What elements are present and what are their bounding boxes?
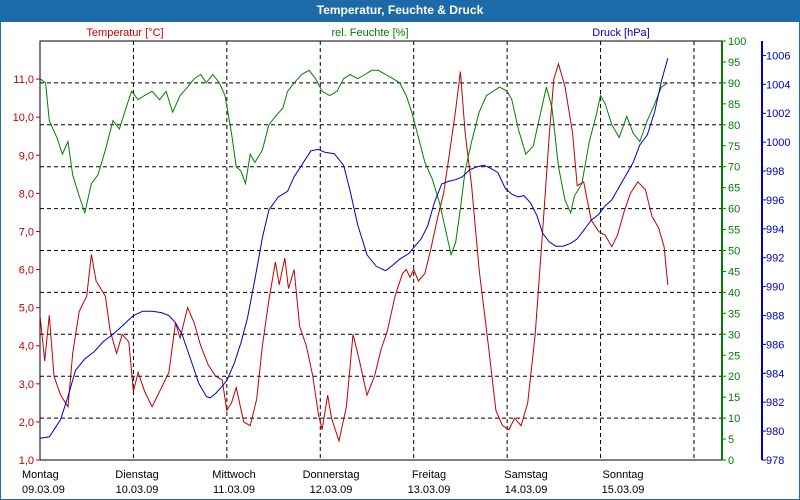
series-line-druck: [39, 58, 669, 439]
x-date-label: 10.03.09: [116, 484, 159, 496]
x-date-label: 15.03.09: [602, 484, 645, 496]
pressure-tick-label: 1002: [766, 108, 790, 120]
temperature-tick-label: 11,0: [13, 74, 34, 86]
humidity-tick-label: 85: [728, 99, 740, 111]
x-date-label: 11.03.09: [213, 484, 255, 496]
x-day-label: Sonntag: [603, 469, 644, 481]
pressure-tick-label: 980: [766, 426, 784, 438]
humidity-tick-label: 60: [728, 204, 740, 216]
pressure-tick-label: 982: [766, 397, 784, 409]
x-date-label: 12.03.09: [310, 484, 353, 496]
pressure-tick-label: 998: [766, 166, 784, 178]
x-day-label: Samstag: [504, 469, 547, 481]
plot-area: [39, 40, 723, 461]
humidity-tick-label: 80: [728, 120, 740, 132]
temperature-tick-label: 8,0: [19, 188, 34, 200]
pressure-tick-label: 994: [766, 224, 784, 236]
pressure-tick-label: 990: [766, 282, 784, 294]
humidity-tick-label: 50: [728, 246, 740, 258]
humidity-tick-label: 25: [728, 350, 740, 362]
temperature-tick-label: 9,0: [19, 150, 34, 162]
pressure-axis-label: Druck [hPa]: [592, 27, 649, 39]
pressure-tick-label: 1004: [766, 79, 790, 91]
temperature-tick-label: 4,0: [19, 341, 34, 353]
humidity-tick-label: 65: [728, 183, 740, 195]
humidity-tick-label: 15: [728, 392, 740, 404]
temperature-tick-label: 2,0: [19, 417, 34, 429]
pressure-tick-label: 996: [766, 195, 784, 207]
pressure-tick-label: 986: [766, 339, 784, 351]
pressure-tick-label: 984: [766, 368, 784, 380]
x-day-label: Mittwoch: [212, 469, 255, 481]
pressure-tick-label: 1006: [766, 50, 790, 62]
window-title: Temperatur, Feuchte & Druck: [0, 0, 800, 21]
temperature-tick-label: 10,0: [13, 112, 34, 124]
humidity-tick-label: 20: [728, 371, 740, 383]
x-day-label: Freitag: [412, 469, 446, 481]
humidity-tick-label: 95: [728, 57, 740, 69]
humidity-tick-label: 100: [728, 36, 746, 48]
humidity-tick-label: 90: [728, 78, 740, 90]
x-date-label: 14.03.09: [505, 484, 548, 496]
x-day-label: Donnerstag: [303, 469, 360, 481]
pressure-tick-label: 1000: [766, 137, 790, 149]
pressure-tick-label: 978: [766, 455, 784, 467]
humidity-tick-label: 55: [728, 225, 740, 237]
humidity-axis-label: rel. Feuchte [%]: [331, 27, 408, 39]
x-date-label: 13.03.09: [408, 484, 451, 496]
pressure-tick-label: 992: [766, 253, 784, 265]
humidity-tick-label: 40: [728, 287, 740, 299]
humidity-tick-label: 45: [728, 266, 740, 278]
temperature-tick-label: 3,0: [19, 379, 34, 391]
humidity-tick-label: 75: [728, 141, 740, 153]
temperature-tick-label: 6,0: [19, 265, 34, 277]
temperature-axis-label: Temperatur [°C]: [86, 27, 163, 39]
humidity-tick-label: 10: [728, 413, 740, 425]
humidity-tick-label: 35: [728, 308, 740, 320]
humidity-tick-label: 30: [728, 329, 740, 341]
humidity-tick-label: 0: [728, 455, 734, 467]
temperature-tick-label: 1,0: [19, 455, 34, 467]
temperature-tick-label: 5,0: [19, 303, 34, 315]
x-day-label: Montag: [22, 469, 59, 481]
x-date-label: 09.03.09: [22, 484, 65, 496]
temperature-tick-label: 7,0: [19, 226, 34, 238]
series-line-rel-feuchte: [39, 69, 669, 257]
humidity-tick-label: 5: [728, 434, 734, 446]
x-day-label: Dienstag: [115, 469, 158, 481]
series-line-temperatur: [39, 62, 669, 443]
pressure-tick-label: 988: [766, 311, 784, 323]
humidity-tick-label: 70: [728, 162, 740, 174]
